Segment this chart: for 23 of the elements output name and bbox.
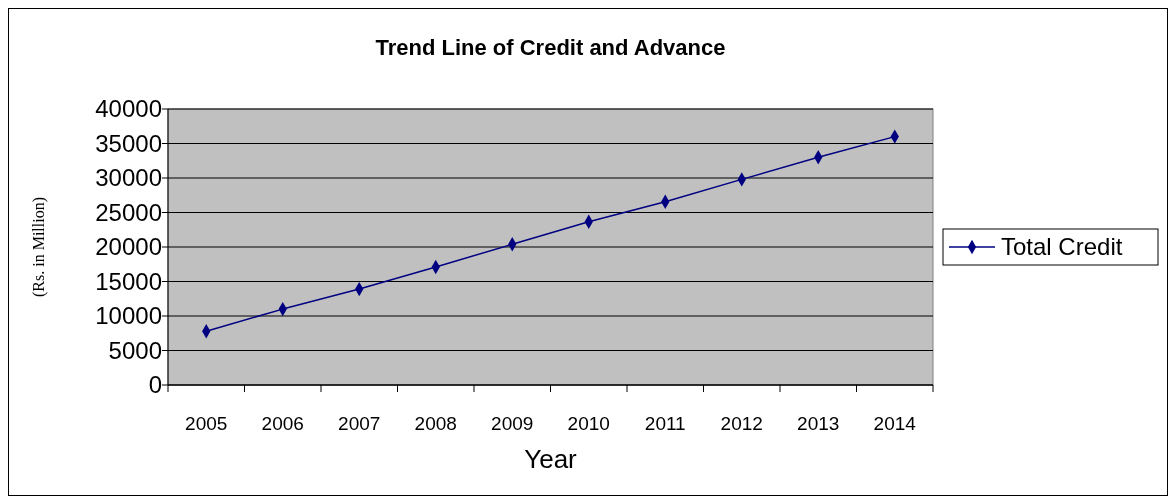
x-tick-label: 2013 [797,413,840,434]
x-axis-title: Year [524,444,578,474]
y-tick-label: 20000 [95,233,162,261]
x-tick-label: 2008 [414,413,457,434]
y-tick-label: 5000 [108,336,162,364]
legend-label: Total Credit [1001,233,1123,261]
x-tick-label: 2006 [261,413,304,434]
y-tick-label: 25000 [95,198,162,226]
x-tick-label: 2007 [338,413,381,434]
y-tick-label: 10000 [95,302,162,330]
y-tick-label: 15000 [95,267,162,295]
x-tick-label: 2014 [873,413,917,434]
x-tick-label: 2009 [491,413,534,434]
y-tick-label: 35000 [95,129,162,157]
y-tick-label: 30000 [95,164,162,192]
x-tick-label: 2012 [720,413,763,434]
y-tick-label: 0 [148,371,162,399]
x-tick-label: 2011 [644,413,686,434]
x-tick-label: 2005 [185,413,228,434]
x-tick-label: 2010 [567,413,610,434]
y-axis-title: (Rs. in Million) [30,196,48,298]
y-tick-label: 40000 [95,95,162,123]
chart-title: Trend Line of Credit and Advance [375,35,726,60]
